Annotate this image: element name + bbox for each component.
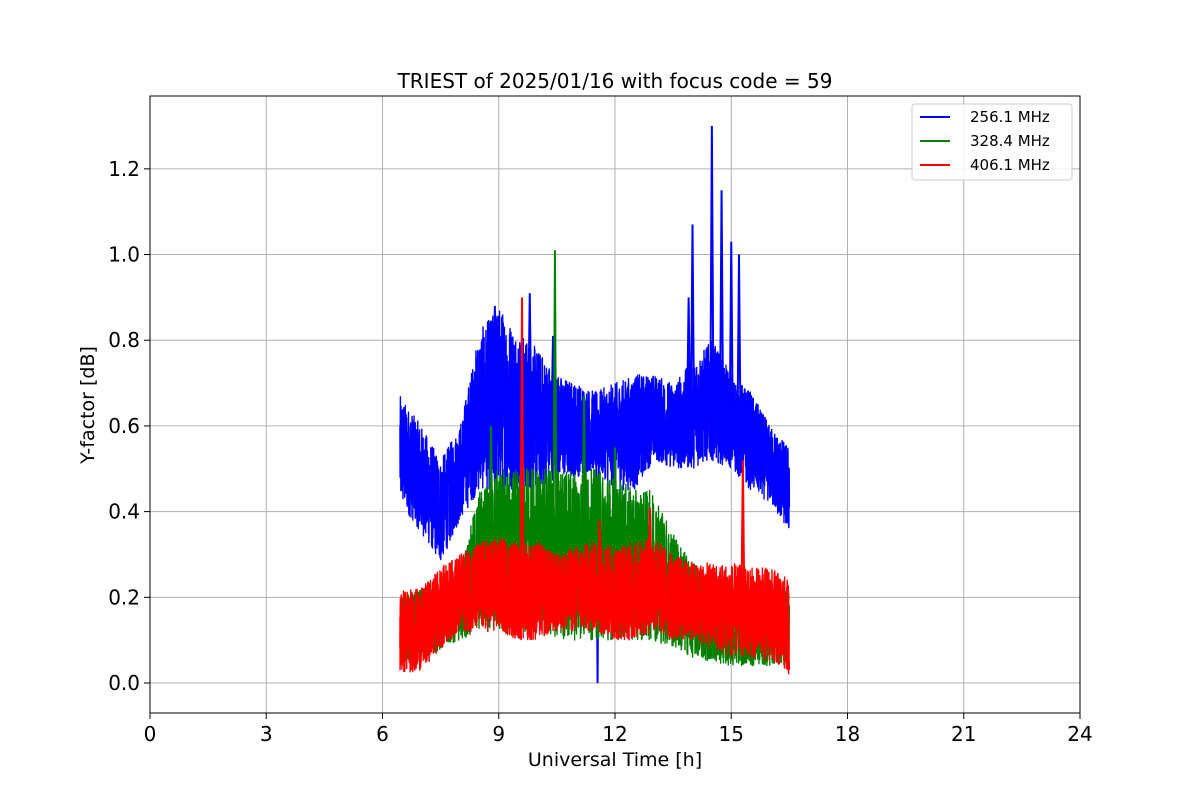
series-spike-0: [690, 224, 695, 416]
y-tick-label: 0.6: [108, 414, 140, 438]
y-tick-label: 0.0: [108, 671, 140, 695]
y-axis-label: Y-factor [dB]: [77, 346, 99, 465]
series-spike-0: [719, 190, 725, 411]
series-line-0: [399, 310, 791, 561]
x-tick-label: 18: [835, 722, 860, 746]
series-spike-1: [488, 425, 494, 555]
x-tick-label: 15: [719, 722, 744, 746]
x-tick-label: 0: [144, 722, 157, 746]
series-layer: [399, 125, 791, 684]
series-spike-0: [736, 254, 742, 430]
y-tick-label: 0.4: [108, 500, 140, 524]
series-spike-0: [527, 293, 533, 417]
legend-label: 406.1 MHz: [970, 156, 1050, 174]
series-spike-0: [492, 305, 498, 401]
series-spike-1: [581, 395, 587, 555]
series-spike-0: [728, 241, 734, 422]
legend-label: 256.1 MHz: [970, 108, 1050, 126]
x-tick-label: 21: [951, 722, 976, 746]
tick-layer: 0 3 6 9 12 15 18 21 24 0.0 0.2 0.4 0.6 0.8 1.0 1.2: [108, 157, 1093, 746]
series-spike-2: [647, 507, 653, 586]
x-tick-label: 6: [376, 722, 389, 746]
y-tick-label: 1.2: [108, 157, 140, 181]
x-tick-label: 24: [1067, 722, 1092, 746]
x-tick-label: 3: [260, 722, 273, 746]
series-spike-2: [519, 297, 525, 591]
series-spike-1: [612, 447, 618, 559]
y-tick-label: 0.2: [108, 585, 140, 609]
series-spike-2: [597, 520, 602, 588]
legend: 256.1 MHz 328.4 MHz 406.1 MHz: [911, 103, 1073, 181]
x-axis-label: Universal Time [h]: [528, 749, 702, 771]
series-line-2: [399, 537, 791, 675]
y-tick-label: 0.8: [108, 328, 140, 352]
x-tick-label: 9: [492, 722, 505, 746]
series-spike-0: [686, 297, 692, 418]
legend-box: [911, 103, 1073, 181]
chart-title: TRIEST of 2025/01/16 with focus code = 5…: [397, 69, 833, 93]
series-spike-2: [740, 460, 746, 612]
series-spike-0: [709, 125, 715, 401]
legend-label: 328.4 MHz: [970, 132, 1050, 150]
x-tick-label: 12: [602, 722, 627, 746]
y-tick-label: 1.0: [108, 243, 140, 267]
series-spike-1: [552, 250, 558, 555]
